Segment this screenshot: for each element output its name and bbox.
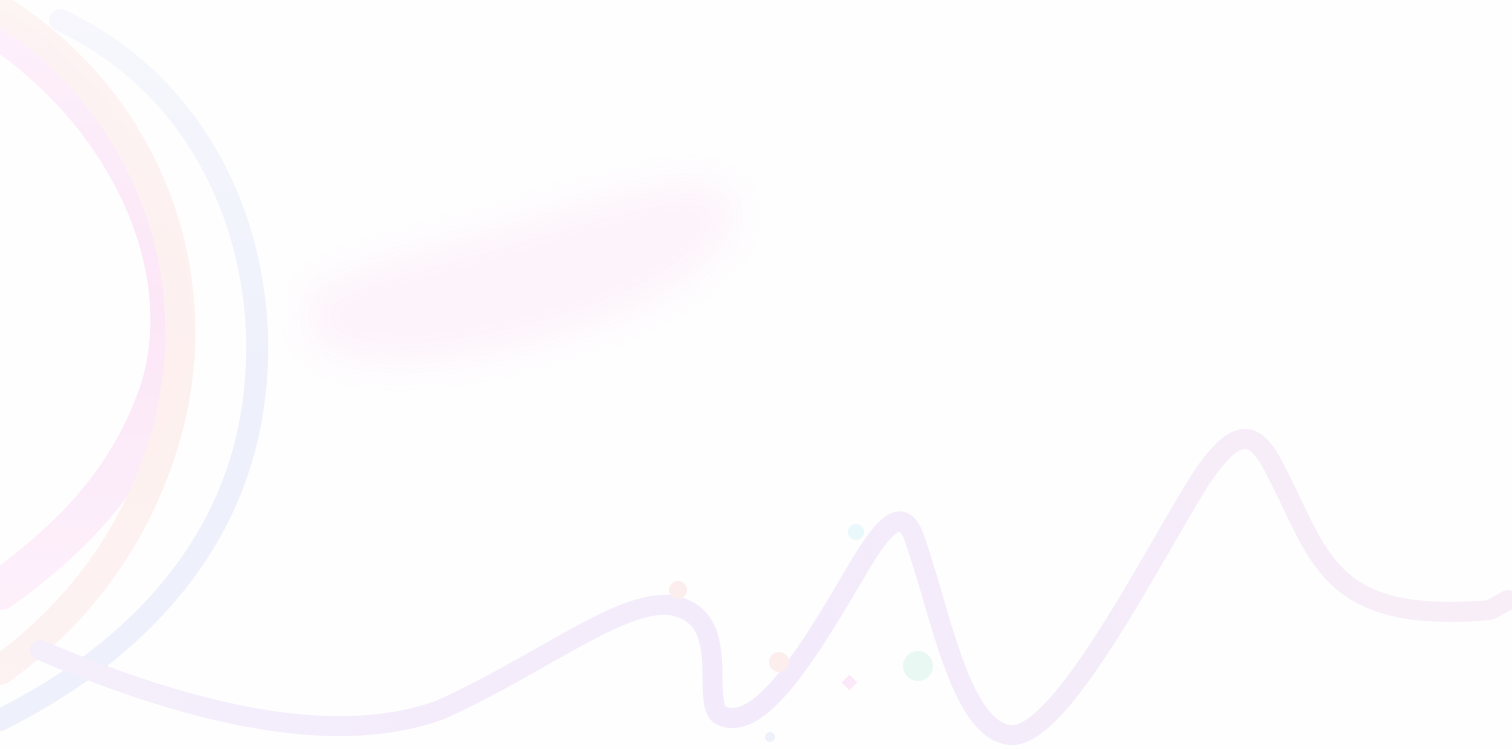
confetti-dot (841, 674, 858, 691)
confetti-dot (848, 524, 864, 540)
lavender-wave-ribbon (30, 429, 1512, 745)
confetti-dots (669, 524, 933, 742)
pink-blur-blob (305, 181, 738, 364)
left-arc-peach (0, 0, 196, 685)
left-arc-blue (0, 9, 269, 731)
confetti-dot (669, 581, 687, 599)
confetti-dot (765, 732, 775, 742)
confetti-dot (769, 652, 789, 672)
confetti-dot (903, 651, 933, 681)
